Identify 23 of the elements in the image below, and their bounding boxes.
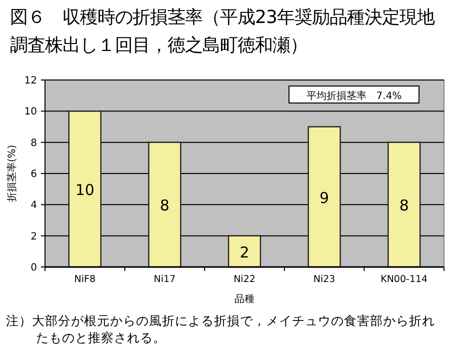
annotation: 平均折損茎率 7.4% xyxy=(306,90,402,102)
xlabel: 品種 xyxy=(234,294,254,305)
data-label: 10 xyxy=(75,181,94,200)
ylabel: 折損茎率(%) xyxy=(7,144,18,202)
title: 図６ 収穫時の折損茎率（平成23年奨励品種決定現地調査株出し１回目，徳之島町徳和瀬） xyxy=(10,6,436,58)
ytick-label: 4 xyxy=(30,200,37,212)
data-label: 2 xyxy=(240,243,250,262)
xtick-label: Ni17 xyxy=(154,274,176,285)
xtick-label: Ni22 xyxy=(234,274,256,285)
ytick-label: 12 xyxy=(24,76,37,86)
data-label: 8 xyxy=(399,196,409,215)
xtick-label: NiF8 xyxy=(74,274,96,285)
ytick-label: 0 xyxy=(30,262,37,274)
data-label: 8 xyxy=(160,196,170,215)
ytick-label: 10 xyxy=(24,106,37,118)
annotation: 平均折損茎率 7.4% xyxy=(288,86,420,104)
xtick-label: KN00-114 xyxy=(380,274,428,285)
ytick-label: 6 xyxy=(30,169,37,180)
xtick-label: Ni23 xyxy=(313,274,336,285)
note: 注）大部分が根元からの風折による折損で，メイチュウの食害部から折れたものと推察される。 xyxy=(6,312,436,346)
ytick-label: 8 xyxy=(30,138,37,149)
data-label: 9 xyxy=(320,188,330,207)
ytick-label: 2 xyxy=(30,231,37,242)
